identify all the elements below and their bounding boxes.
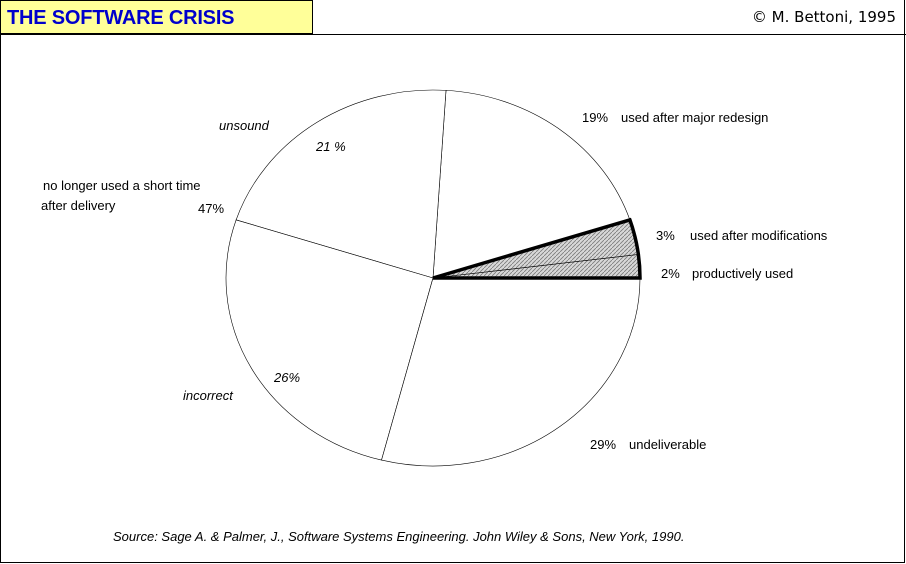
used-group-outline [432,217,642,280]
label-unsound-value: 21 % [316,139,346,154]
label-unsound: unsound [219,118,269,133]
label-productive: productively used [692,266,794,281]
label-undeliverable: undeliverable [629,437,707,452]
chart-title: THE SOFTWARE CRISIS [7,7,235,29]
title-box: THE SOFTWARE CRISIS [0,0,313,34]
label-incorrect: incorrect [183,388,233,403]
label-undeliverable-value: 29% [590,437,617,452]
label-no-longer-used-line2: after delivery [41,198,116,213]
label-modifications: used after modifications [690,228,828,243]
pie-slice-unsound [235,89,447,279]
label-incorrect-value: 26% [274,370,301,385]
header-divider [0,34,906,35]
label-major-redesign-value: 19% [582,110,609,125]
label-major-redesign: used after major redesign [621,110,769,125]
copyright-note: © M. Bettoni, 1995 [751,8,896,26]
source-citation: Source: Sage A. & Palmer, J., Software S… [113,529,685,544]
label-modifications-value: 3% [656,228,675,243]
pie-slice-undeliverable [381,277,641,467]
label-no-longer-used-value: 47% [198,201,225,216]
pie-slice-incorrect [225,219,434,461]
pie-slice-used-after-major-redesign [432,90,631,279]
label-productive-value: 2% [661,266,680,281]
label-no-longer-used-line1: no longer used a short time [43,178,201,193]
